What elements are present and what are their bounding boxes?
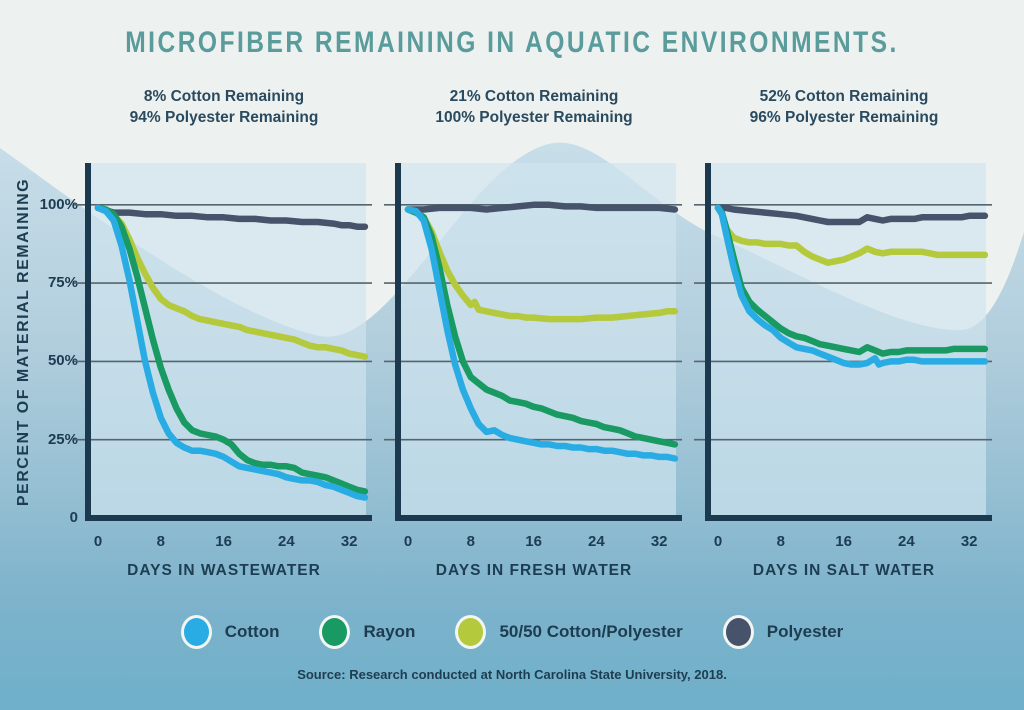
header-line: 100% Polyester Remaining — [435, 109, 633, 126]
x-tick: 0 — [403, 533, 413, 550]
chart-column-wastewater: 8% Cotton Remaining 94% Polyester Remain… — [74, 0, 374, 710]
x-tick: 0 — [713, 533, 723, 550]
legend-label: Cotton — [224, 622, 280, 641]
chart-column-fresh-water: 21% Cotton Remaining 100% Polyester Rema… — [384, 0, 684, 710]
fresh-water-chart-svg — [384, 163, 682, 521]
chart-column-salt-water: 52% Cotton Remaining 96% Polyester Remai… — [694, 0, 994, 710]
header-line: 96% Polyester Remaining — [749, 109, 939, 126]
cotton-swatch — [180, 615, 212, 649]
y-tick: 75% — [47, 274, 78, 291]
y-tick: 0 — [69, 509, 78, 526]
legend-item-polyester: Polyester — [722, 615, 844, 649]
chart-header-fresh-water: 21% Cotton Remaining 100% Polyester Rema… — [354, 86, 714, 128]
x-axis-title: DAYS IN SALT WATER — [752, 562, 936, 579]
header-line: 52% Cotton Remaining — [759, 88, 929, 105]
polyester-swatch — [722, 615, 754, 649]
x-tick: 24 — [898, 533, 915, 550]
chart-header-wastewater: 8% Cotton Remaining 94% Polyester Remain… — [44, 86, 404, 128]
x-tick: 32 — [340, 533, 358, 550]
legend: Cotton Rayon 50/50 Cotton/Polyester Poly… — [0, 613, 1024, 651]
x-tick: 24 — [588, 533, 605, 550]
x-tick: 16 — [835, 533, 852, 550]
legend-item-rayon: Rayon — [319, 615, 415, 649]
x-axis-title: DAYS IN WASTEWATER — [127, 562, 321, 579]
y-tick: 50% — [47, 352, 78, 369]
source-note: Source: Research conducted at North Caro… — [297, 667, 727, 682]
cotton-polyester-swatch — [455, 615, 487, 649]
y-tick: 100% — [39, 196, 78, 213]
legend-label: Rayon — [363, 622, 416, 641]
legend-label: 50/50 Cotton/Polyester — [499, 622, 683, 641]
x-tick: 0 — [93, 533, 103, 550]
x-tick: 32 — [960, 533, 978, 550]
chart-header-salt-water: 52% Cotton Remaining 96% Polyester Remai… — [664, 86, 1024, 128]
header-line: 21% Cotton Remaining — [449, 88, 619, 105]
legend-label: Polyester — [766, 622, 844, 641]
legend-item-cotton-polyester: 50/50 Cotton/Polyester — [455, 615, 683, 649]
x-tick: 32 — [650, 533, 668, 550]
header-line: 94% Polyester Remaining — [129, 109, 319, 126]
y-axis-title: PERCENT OF MATERIAL REMAINING — [15, 177, 32, 507]
legend-item-cotton: Cotton — [180, 615, 280, 649]
x-tick: 8 — [776, 533, 785, 550]
x-tick: 8 — [156, 533, 165, 550]
x-tick: 16 — [215, 533, 232, 550]
x-tick: 24 — [278, 533, 295, 550]
header-line: 8% Cotton Remaining — [143, 88, 305, 105]
x-tick: 8 — [466, 533, 475, 550]
wastewater-chart-svg — [74, 163, 372, 521]
x-axis-title: DAYS IN FRESH WATER — [435, 562, 633, 579]
x-tick: 16 — [525, 533, 542, 550]
y-tick: 25% — [47, 431, 78, 448]
main-title: MICROFIBER REMAINING IN AQUATIC ENVIRONM… — [125, 26, 899, 59]
rayon-swatch — [319, 615, 351, 649]
salt-water-chart-svg — [694, 163, 992, 521]
